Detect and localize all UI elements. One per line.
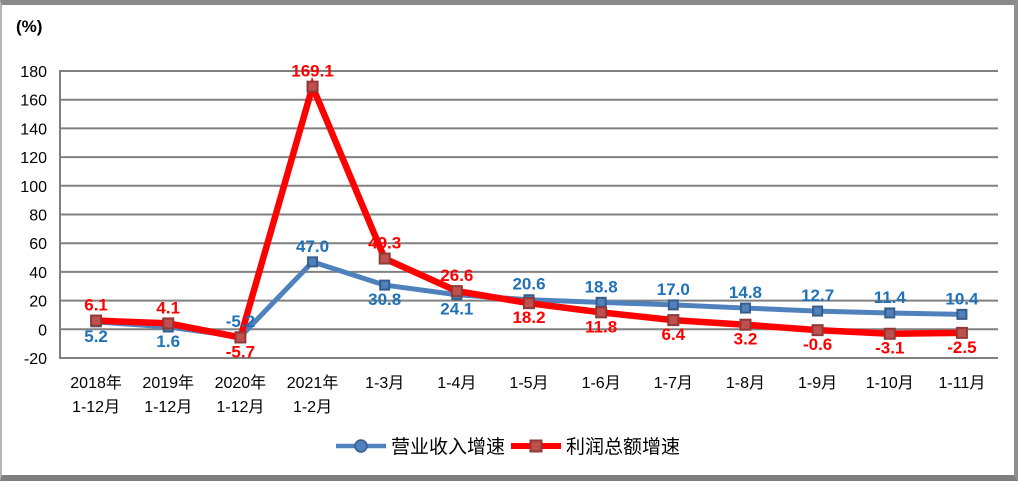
svg-text:40: 40 [29,265,47,282]
svg-text:5.2: 5.2 [84,327,108,346]
svg-text:1-2月: 1-2月 [293,399,332,416]
svg-text:1-10月: 1-10月 [866,375,914,392]
svg-text:1-7月: 1-7月 [654,375,693,392]
svg-text:1-12月: 1-12月 [72,399,120,416]
svg-text:18.8: 18.8 [585,277,618,296]
svg-text:47.0: 47.0 [296,237,329,256]
svg-text:2019年: 2019年 [142,374,194,392]
svg-text:-3.1: -3.1 [875,339,904,358]
svg-text:0: 0 [38,322,47,339]
svg-text:14.8: 14.8 [729,283,762,302]
svg-text:1-6月: 1-6月 [582,375,621,392]
revenue-series-swatch-icon [335,438,386,453]
svg-text:1.6: 1.6 [156,332,180,351]
svg-text:1-4月: 1-4月 [437,375,476,392]
svg-text:20: 20 [29,294,47,311]
svg-text:2020年: 2020年 [215,374,267,392]
svg-text:4.1: 4.1 [156,298,180,317]
svg-text:-0.6: -0.6 [803,335,832,354]
svg-text:6.1: 6.1 [84,296,108,315]
svg-text:24.1: 24.1 [440,300,473,319]
svg-text:1-9月: 1-9月 [798,375,837,392]
svg-text:100: 100 [20,179,47,196]
line-chart: -20 0 20 40 60 80 100 120 140 160 180 2018年 1-12月 201… [20,62,998,416]
svg-text:-5.2: -5.2 [226,312,255,331]
svg-text:180: 180 [20,64,47,81]
svg-text:17.0: 17.0 [657,280,690,299]
svg-text:3.2: 3.2 [734,330,758,349]
svg-text:140: 140 [20,121,47,138]
svg-text:26.6: 26.6 [440,266,473,285]
legend-label-revenue-growth: 营业收入增速 [390,437,505,458]
svg-text:11.4: 11.4 [874,288,907,307]
svg-text:1-8月: 1-8月 [726,375,765,392]
svg-text:11.8: 11.8 [585,317,617,336]
svg-text:2018年: 2018年 [70,374,122,392]
legend-item-profit-growth: 利润总额增速 [511,432,680,459]
svg-text:1-12月: 1-12月 [144,399,192,416]
y-axis-unit-label: (%) [16,17,43,36]
legend-label-profit-growth: 利润总额增速 [566,437,681,458]
svg-text:1-3月: 1-3月 [365,375,404,392]
svg-text:18.2: 18.2 [512,308,545,327]
svg-text:80: 80 [29,208,47,225]
svg-text:49.3: 49.3 [368,234,401,253]
svg-text:12.7: 12.7 [801,286,834,305]
svg-text:-5.7: -5.7 [226,342,255,361]
svg-text:120: 120 [20,150,47,167]
svg-text:10.4: 10.4 [945,289,979,308]
svg-text:169.1: 169.1 [291,62,334,81]
profit-series-swatch-icon [511,439,561,452]
svg-text:60: 60 [29,236,47,253]
svg-text:-20: -20 [24,351,47,368]
chart-legend: 营业收入增速 利润总额增速 [335,432,680,459]
svg-text:1-12月: 1-12月 [216,399,264,416]
svg-text:2021年: 2021年 [287,374,339,392]
legend-item-revenue-growth: 营业收入增速 [335,432,505,459]
svg-text:1-5月: 1-5月 [509,375,548,392]
svg-text:160: 160 [20,93,47,110]
svg-text:6.4: 6.4 [661,325,685,344]
svg-text:20.6: 20.6 [512,275,545,294]
svg-text:1-11月: 1-11月 [939,375,986,392]
svg-text:-2.5: -2.5 [947,338,976,357]
svg-text:30.8: 30.8 [368,290,401,309]
